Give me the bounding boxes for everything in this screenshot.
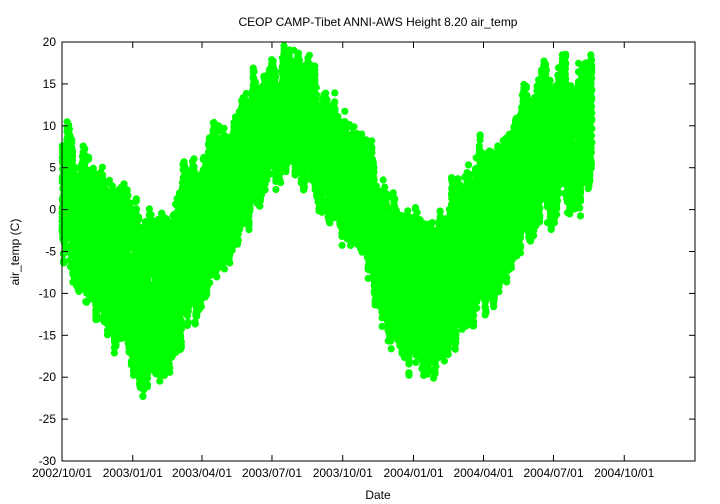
data-point: [132, 205, 140, 213]
data-point: [181, 162, 189, 170]
data-point: [68, 147, 77, 155]
data-point: [81, 145, 89, 153]
data-point: [60, 259, 68, 267]
data-point: [124, 192, 132, 200]
data-point: [70, 165, 78, 174]
data-point: [143, 380, 152, 388]
data-point: [65, 125, 73, 133]
data-point: [191, 320, 199, 328]
data-point: [197, 302, 205, 310]
chart-title: CEOP CAMP-Tibet ANNI-AWS Height 8.20 air…: [239, 15, 518, 29]
data-point: [206, 279, 214, 287]
data-point: [135, 213, 143, 221]
data-point: [68, 136, 76, 144]
data-point: [143, 370, 152, 378]
data-point: [85, 153, 93, 161]
data-point: [184, 307, 192, 315]
data-point: [184, 318, 192, 326]
data-point: [190, 155, 198, 163]
data-point: [139, 392, 147, 401]
data-point: [203, 290, 211, 298]
data-point: [177, 320, 185, 328]
data-point: [98, 163, 106, 171]
data-point: [166, 368, 174, 376]
data-point: [147, 211, 155, 219]
data-point: [213, 272, 221, 281]
y-axis-label: air_temp (C): [8, 219, 22, 286]
data-point: [193, 312, 201, 320]
x-axis-label: Date: [365, 488, 391, 502]
data-point: [177, 341, 185, 349]
data-point: [93, 312, 101, 321]
data-point: [68, 156, 77, 165]
data-points: [58, 42, 596, 401]
data-point: [132, 197, 140, 205]
